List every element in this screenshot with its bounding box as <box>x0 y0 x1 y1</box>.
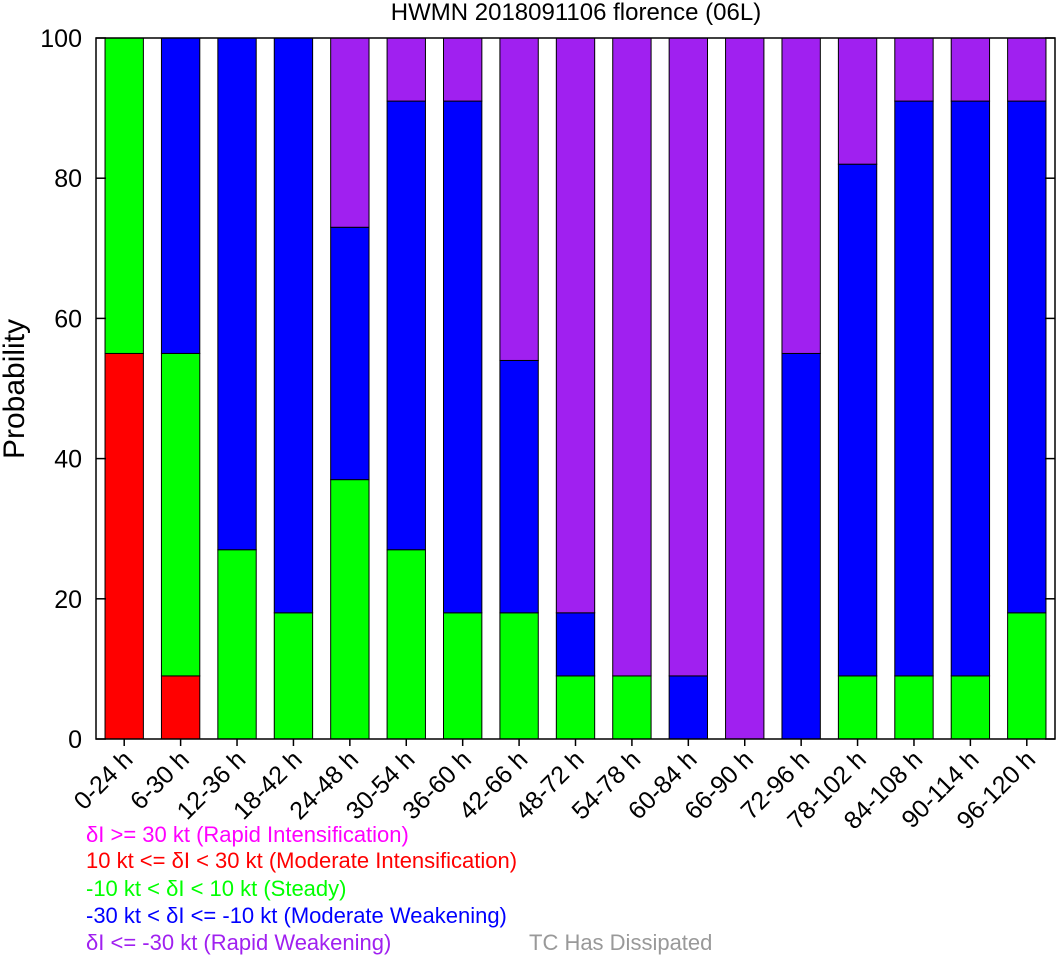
bar-segment <box>555 612 596 677</box>
bar-segment <box>668 675 709 740</box>
bar-segment <box>894 37 934 102</box>
bars-group <box>104 37 1047 740</box>
bar-segment <box>330 37 370 228</box>
bar-segment <box>104 352 144 740</box>
y-tick-label: 20 <box>54 586 82 614</box>
legend-moderate-weakening: -30 kt < δI <= -10 kt (Moderate Weakenin… <box>86 903 507 928</box>
x-tick-label: 0-24 h <box>69 745 139 815</box>
y-tick-label: 80 <box>54 165 82 193</box>
bar-segment <box>386 549 426 740</box>
y-tick-label: 40 <box>54 446 82 474</box>
bar-segment <box>1007 37 1047 102</box>
bar-segment <box>386 37 426 102</box>
bar-segment <box>442 612 483 740</box>
y-tick-label: 0 <box>68 726 82 754</box>
x-axis: 0-24 h6-30 h12-36 h18-42 h24-48 h30-54 h… <box>69 739 1041 828</box>
bar-segment <box>668 37 709 677</box>
legend-moderate-intensification: 10 kt <= δI < 30 kt (Moderate Intensific… <box>86 848 518 873</box>
y-tick-label: 100 <box>40 25 82 53</box>
bar-segment <box>1007 100 1047 614</box>
bar-segment <box>612 675 652 740</box>
bar-segment <box>160 675 201 740</box>
bar-segment <box>442 100 483 614</box>
bar-segment <box>330 479 370 740</box>
legend-steady: -10 kt < δI < 10 kt (Steady) <box>86 876 347 901</box>
bar-segment <box>555 37 596 614</box>
bar-segment <box>273 37 314 614</box>
bar-segment <box>894 100 934 677</box>
bar-segment <box>894 675 934 740</box>
y-axis-label: Probability <box>0 319 31 459</box>
bar-segment <box>950 100 991 677</box>
bar-segment <box>499 612 539 740</box>
bar-segment <box>499 37 539 361</box>
legend-dissipated: TC Has Dissipated <box>529 930 713 955</box>
bar-segment <box>1007 612 1047 740</box>
bar-segment <box>386 100 426 551</box>
bar-segment <box>104 37 144 354</box>
bar-segment <box>273 612 314 740</box>
bar-segment <box>837 675 878 740</box>
bar-segment <box>950 37 991 102</box>
bar-segment <box>781 352 821 740</box>
y-tick-label: 60 <box>54 305 82 333</box>
bar-segment <box>837 37 878 165</box>
bar-segment <box>555 675 596 740</box>
bar-segment <box>499 359 539 614</box>
bar-segment <box>837 163 878 677</box>
bar-segment <box>217 37 257 551</box>
bar-segment <box>950 675 991 740</box>
bar-segment <box>160 352 201 677</box>
chart-title: HWMN 2018091106 florence (06L) <box>391 0 761 26</box>
bar-segment <box>725 37 765 740</box>
bar-segment <box>217 549 257 740</box>
y-axis: 0 20 40 60 80 100 <box>40 25 1055 754</box>
bar-segment <box>612 37 652 677</box>
bar-segment <box>442 37 483 102</box>
bar-segment <box>330 226 370 481</box>
legend-rapid-weakening: δI <= -30 kt (Rapid Weakening) <box>86 930 392 955</box>
bar-segment <box>160 37 201 354</box>
bar-segment <box>781 37 821 354</box>
legend-rapid-intensification: δI >= 30 kt (Rapid Intensification) <box>86 822 409 847</box>
probability-bar-chart: HWMN 2018091106 florence (06L) Probabili… <box>0 0 1056 828</box>
